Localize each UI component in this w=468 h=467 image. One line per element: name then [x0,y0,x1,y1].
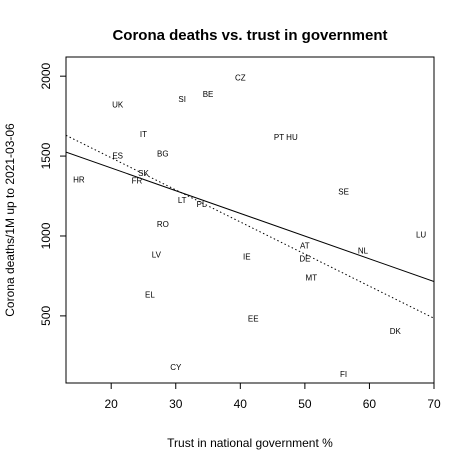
point-label: DE [299,255,310,264]
point-label: HU [286,133,298,142]
point-label: LT [178,196,187,205]
x-tick-label: 20 [105,397,119,411]
point-label: PL [197,200,207,209]
point-label: NL [358,246,369,255]
x-tick-label: 30 [169,397,183,411]
chart-title: Corona deaths vs. trust in government [112,27,387,44]
point-label: RO [157,220,169,229]
point-label: BG [157,149,169,158]
y-axis: 500 1000 1500 2000 [39,63,66,326]
y-tick-label: 2000 [39,63,53,90]
point-label: SK [138,169,149,178]
point-label: AT [300,242,310,251]
point-label: LU [416,231,426,240]
regression-line-solid [66,151,434,282]
point-label: MT [306,274,318,283]
regression-lines [66,134,434,319]
point-label: IE [243,252,251,261]
point-label: DK [390,327,402,336]
x-axis-label: Trust in national government % [167,436,333,450]
point-label: IT [140,130,147,139]
regression-line-dotted [66,134,434,319]
point-label: CY [170,363,182,372]
x-tick-label: 40 [234,397,248,411]
x-tick-label: 70 [427,397,441,411]
point-label: UK [112,101,124,110]
point-label: EE [248,314,259,323]
point-label: LV [152,250,162,259]
point-label: CZ [235,73,246,82]
y-tick-label: 500 [39,306,53,326]
x-tick-label: 50 [298,397,312,411]
point-label: EL [145,290,155,299]
point-label: HR [73,176,85,185]
point-label: SE [338,188,349,197]
point-label: FI [340,370,347,379]
point-labels: CZ BE SI UK IT PT HU ES BG SK HR FR SE LT PL RO LU AT NL LV… [73,73,426,379]
plot-area [65,56,435,384]
y-tick-label: 1500 [39,142,53,169]
point-label: PT [274,133,284,142]
y-axis-label: Corona deaths/1M up to 2021-03-06 [3,123,17,317]
x-tick-label: 60 [363,397,377,411]
x-axis: 20 30 40 50 60 70 [105,383,441,411]
point-label: BE [203,90,214,99]
point-label: ES [112,151,123,160]
point-label: FR [132,177,143,186]
y-tick-label: 1000 [39,222,53,249]
point-label: SI [178,95,186,104]
